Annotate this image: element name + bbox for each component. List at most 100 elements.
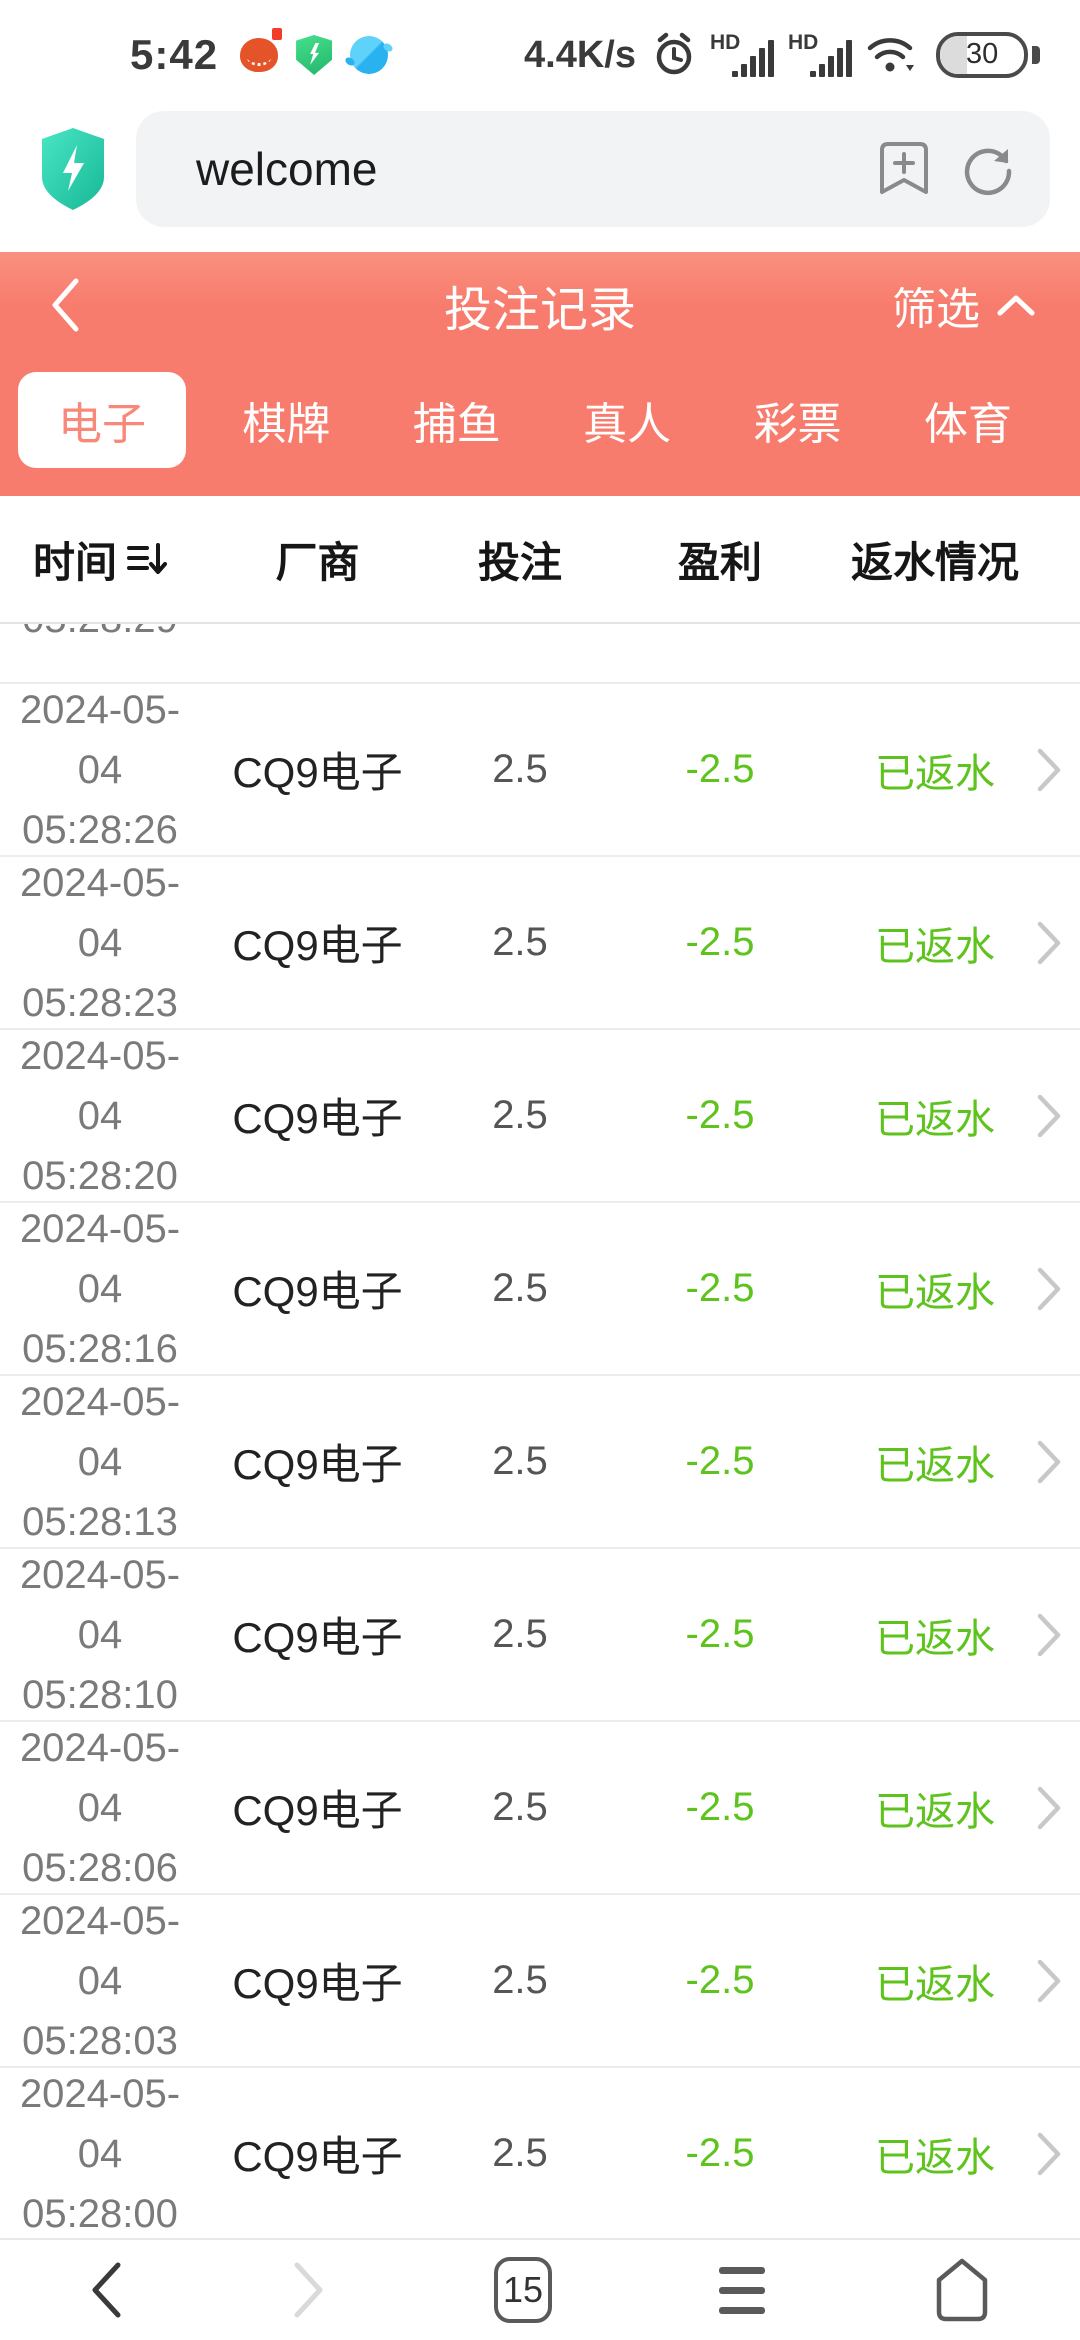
row-date: 2024-05-04 [19, 1033, 181, 1138]
network-speed-text: 4.4K/s [524, 33, 636, 76]
row-vendor: CQ9电子 [232, 922, 403, 969]
battery-nub [1032, 46, 1040, 64]
row-date: 2024-05-04 [19, 860, 181, 965]
tabs-count-text: 15 [502, 2269, 544, 2310]
browser-shield-icon[interactable] [36, 125, 110, 213]
table-row[interactable]: 2024-05-04 05:28:20 CQ9电子 2.5 -2.5 已返水 [0, 1028, 1080, 1201]
back-chevron-icon [52, 278, 79, 332]
table-row[interactable]: 2024-05-04 05:28:00 CQ9电子 2.5 -2.5 已返水 [0, 2066, 1080, 2238]
refresh-icon[interactable] [960, 141, 1016, 197]
status-bar: 5:42 4.4K/s HD HD 30 [0, 0, 1080, 100]
row-vendor: CQ9电子 [232, 1614, 403, 1661]
chevron-right-icon [1037, 1786, 1061, 1829]
table-row[interactable]: 2024-05-04 05:28:10 CQ9电子 2.5 -2.5 已返水 [0, 1547, 1080, 1720]
row-time: 05:28:20 [22, 1153, 178, 1198]
chevron-up-icon [997, 295, 1035, 316]
row-bet: 2.5 [492, 2131, 548, 2175]
row-rebate-status: 已返水 [875, 1270, 995, 1315]
chevron-right-icon [1037, 1613, 1061, 1656]
hd-badge: HD [788, 31, 819, 54]
nav-back-icon [92, 2262, 121, 2318]
url-field[interactable]: welcome [136, 111, 1050, 227]
tab-item[interactable]: 电子 [18, 372, 186, 468]
rows-container: 2024-05-04 05:28:26 CQ9电子 2.5 -2.5 已返水 2… [0, 682, 1080, 2238]
page-title: 投注记录 [443, 284, 637, 337]
row-time: 05:28:16 [22, 1326, 178, 1371]
table-header: 时间 厂商 投注 盈利 返水情况 [0, 496, 1080, 624]
sort-descending-icon[interactable] [125, 539, 167, 579]
row-rebate-status: 已返水 [875, 2135, 995, 2180]
url-text: welcome [196, 143, 378, 195]
row-profit: -2.5 [685, 1785, 755, 1829]
row-date: 2024-05-04 [19, 1552, 181, 1657]
col-header-time: 时间 [32, 538, 117, 586]
row-date: 2024-05-04 [19, 1379, 181, 1484]
bookmark-add-icon[interactable] [878, 140, 930, 198]
row-rebate-status: 已返水 [875, 1616, 995, 1661]
table-row[interactable]: 2024-05-04 05:28:06 CQ9电子 2.5 -2.5 已返水 [0, 1720, 1080, 1893]
nav-forward-button[interactable] [291, 2259, 327, 2321]
table-row[interactable]: 2024-05-04 05:28:23 CQ9电子 2.5 -2.5 已返水 [0, 855, 1080, 1028]
nav-back-button[interactable] [88, 2259, 124, 2321]
col-header-rebate: 返水情况 [850, 538, 1019, 586]
battery-percent-text: 30 [966, 37, 999, 70]
row-profit: -2.5 [685, 1612, 755, 1656]
row-time: 05:28:13 [22, 1499, 178, 1544]
row-vendor: CQ9电子 [232, 1960, 403, 2007]
row-profit: -2.5 [685, 920, 755, 964]
row-rebate-status: 已返水 [875, 1097, 995, 1142]
row-date: 2024-05-04 [19, 1725, 181, 1830]
row-bet: 2.5 [492, 1439, 548, 1483]
row-rebate-status: 已返水 [875, 1962, 995, 2007]
row-bet: 2.5 [492, 1612, 548, 1656]
tab-item[interactable]: 捕鱼 [412, 400, 501, 449]
table-row[interactable]: 2024-05-04 05:28:16 CQ9电子 2.5 -2.5 已返水 [0, 1201, 1080, 1374]
tomato-app-notification-icon [240, 28, 283, 72]
col-header-bet: 投注 [477, 538, 562, 586]
row-vendor: CQ9电子 [232, 1787, 403, 1834]
bet-record-list[interactable]: 05:28:29 2024-05-04 05:28:26 CQ9电子 2.5 -… [0, 624, 1080, 2238]
filter-button[interactable]: 筛选 [892, 273, 1036, 337]
tab-item[interactable]: 棋牌 [242, 400, 331, 449]
row-time: 05:28:23 [22, 980, 178, 1025]
row-vendor: CQ9电子 [232, 1268, 403, 1315]
table-row[interactable]: 2024-05-04 05:28:03 CQ9电子 2.5 -2.5 已返水 [0, 1893, 1080, 2066]
row-time: 05:28:26 [22, 807, 178, 852]
table-row[interactable]: 2024-05-04 05:28:13 CQ9电子 2.5 -2.5 已返水 [0, 1374, 1080, 1547]
sim1-signal-icon: HD [710, 31, 774, 79]
partial-row-time: 05:28:29 [0, 624, 200, 640]
row-time: 05:28:00 [22, 2191, 178, 2236]
table-row[interactable]: 2024-05-04 05:28:26 CQ9电子 2.5 -2.5 已返水 [0, 682, 1080, 855]
nav-home-button[interactable] [932, 2256, 992, 2324]
row-time: 05:28:10 [22, 1672, 178, 1717]
nav-menu-button[interactable] [719, 2266, 765, 2314]
row-profit: -2.5 [685, 2131, 755, 2175]
hd-badge: HD [710, 31, 741, 54]
back-button[interactable] [48, 276, 82, 334]
tab-item[interactable]: 体育 [923, 400, 1012, 449]
row-vendor: CQ9电子 [232, 2133, 403, 2180]
wifi-icon [867, 38, 914, 72]
chevron-right-icon [1037, 2132, 1061, 2175]
sim2-signal-icon: HD [788, 31, 852, 79]
row-rebate-status: 已返水 [875, 1443, 995, 1488]
nav-forward-icon [294, 2262, 323, 2318]
tab-item[interactable]: 真人 [583, 400, 672, 449]
chevron-right-icon [1037, 1267, 1061, 1310]
col-header-profit: 盈利 [677, 538, 762, 586]
nav-tabs-button[interactable]: 15 [494, 2257, 552, 2323]
row-time: 05:28:06 [22, 1845, 178, 1890]
row-vendor: CQ9电子 [232, 1441, 403, 1488]
row-bet: 2.5 [492, 747, 548, 791]
row-date: 2024-05-04 [19, 687, 181, 792]
clock-text: 5:42 [130, 31, 219, 78]
row-rebate-status: 已返水 [875, 924, 995, 969]
alarm-clock-icon [656, 32, 692, 75]
row-profit: -2.5 [685, 747, 755, 791]
partially-scrolled-row[interactable]: 05:28:29 [0, 624, 1080, 682]
row-rebate-status: 已返水 [875, 751, 995, 796]
tab-item[interactable]: 彩票 [753, 400, 842, 449]
row-rebate-status: 已返水 [875, 1789, 995, 1834]
row-bet: 2.5 [492, 1785, 548, 1829]
row-profit: -2.5 [685, 1439, 755, 1483]
